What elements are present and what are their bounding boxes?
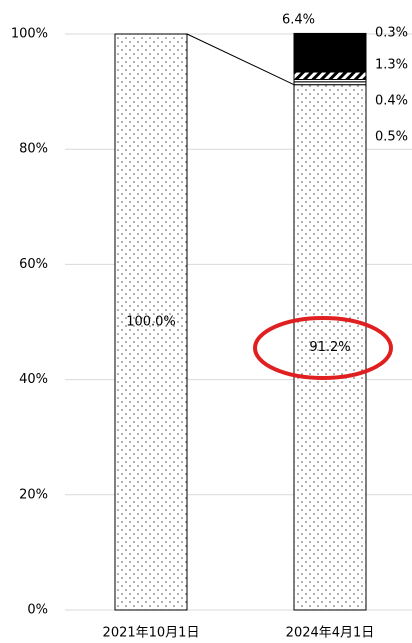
value-label: 91.2% (309, 340, 350, 355)
value-label: 1.3% (375, 58, 408, 73)
y-tick-label: 80% (19, 142, 48, 157)
y-tick-label: 100% (11, 27, 48, 42)
value-label: 0.3% (375, 26, 408, 41)
x-tick-label: 2024年4月1日 (286, 626, 375, 641)
bar-segment (293, 32, 367, 36)
bar-segment (293, 71, 367, 81)
highlight-circle (253, 316, 393, 380)
bar-segment (114, 33, 188, 611)
y-tick-label: 20% (19, 487, 48, 502)
bar-segment (293, 84, 367, 611)
value-label: 0.5% (375, 130, 408, 145)
connector-line (186, 33, 295, 86)
y-tick-label: 40% (19, 372, 48, 387)
bar-segment (293, 34, 367, 73)
x-tick-label: 2021年10月1日 (103, 626, 200, 641)
value-label: 100.0% (126, 315, 176, 330)
value-label: 0.4% (375, 94, 408, 109)
value-label: 6.4% (282, 13, 315, 28)
y-tick-label: 0% (27, 603, 48, 618)
y-tick-label: 60% (19, 257, 48, 272)
